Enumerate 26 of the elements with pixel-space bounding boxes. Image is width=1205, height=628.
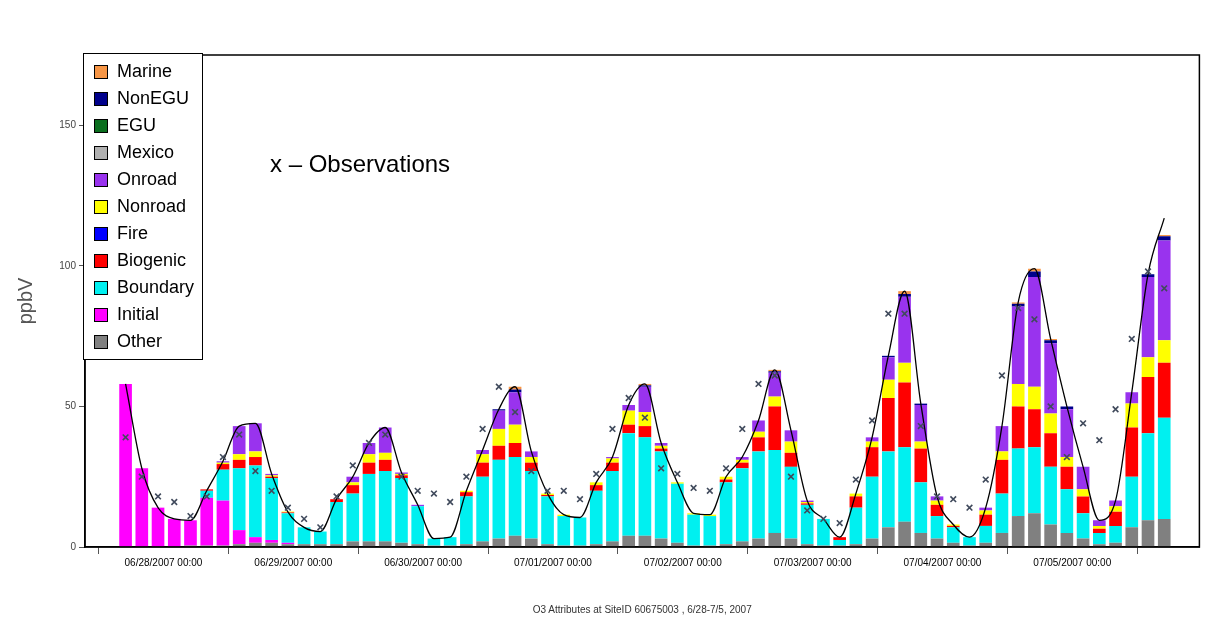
legend-label: Marine (117, 60, 173, 83)
y-axis-title: ppbV (13, 276, 36, 325)
x-tick-label: 07/01/2007 00:00 (514, 556, 593, 568)
annotation: x – Observations (270, 150, 451, 178)
legend-label: NonEGU (117, 87, 190, 110)
x-tick-label: 07/03/2007 00:00 (773, 556, 852, 568)
x-axis-title: O3 Attributes at SiteID 60675003 , 6/28-7/5, 2007 (532, 603, 753, 615)
legend-label: Nonroad (117, 195, 187, 218)
legend-label: Biogenic (117, 249, 187, 272)
y-tick-label: 0 (70, 540, 77, 552)
x-tick-label: 06/28/2007 00:00 (124, 556, 203, 568)
y-tick-label: 50 (64, 400, 77, 412)
x-tick-label: 07/02/2007 00:00 (643, 556, 723, 568)
legend-label: EGU (117, 114, 157, 137)
legend-label: Initial (117, 303, 160, 326)
legend-label: Boundary (117, 276, 195, 299)
legend-label: Fire (117, 222, 148, 245)
y-tick-label: 150 (59, 119, 77, 131)
legend-label: Other (117, 330, 163, 353)
x-tick-label: 06/29/2007 00:00 (254, 556, 333, 568)
y-tick-label: 100 (59, 259, 77, 271)
x-tick-label: 06/30/2007 00:00 (384, 556, 463, 568)
legend-label: Onroad (117, 168, 178, 191)
x-tick-label: 07/05/2007 00:00 (1033, 556, 1112, 568)
x-tick-label: 07/04/2007 00:00 (903, 556, 982, 568)
legend-label: Mexico (117, 141, 175, 164)
